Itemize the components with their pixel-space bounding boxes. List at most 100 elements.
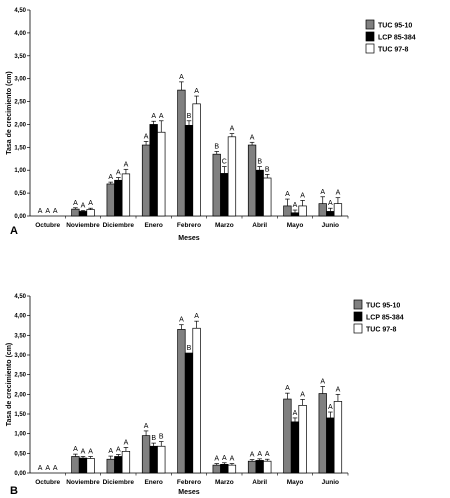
bar bbox=[263, 460, 272, 474]
bar bbox=[326, 211, 335, 217]
significance-label: A bbox=[320, 189, 325, 196]
x-tick-label: Febrero bbox=[177, 479, 201, 486]
chart-panel-a: 0,00 0,50 1,00 1,50 2,00 2,50 3,00 3,50 4,00 4,50… bbox=[6, 8, 416, 242]
x-tick-label: Junio bbox=[322, 479, 339, 486]
significance-label: A bbox=[285, 191, 290, 198]
y-tick-label: 3,50 bbox=[14, 333, 26, 339]
bar bbox=[184, 352, 194, 474]
bar bbox=[227, 136, 237, 217]
bar bbox=[255, 460, 264, 474]
bar bbox=[298, 404, 307, 474]
significance-label: A bbox=[250, 134, 255, 141]
bar bbox=[86, 209, 95, 217]
significance-label: A bbox=[144, 423, 149, 430]
bar bbox=[157, 131, 166, 217]
legend-label: TUC 97-8 bbox=[366, 327, 396, 334]
y-tick-label: 0,50 bbox=[14, 451, 26, 457]
significance-label: A bbox=[293, 202, 298, 209]
bar bbox=[212, 464, 221, 474]
bar bbox=[121, 451, 131, 474]
bar bbox=[184, 125, 194, 217]
legend-label: TUC 95-10 bbox=[366, 303, 400, 310]
y-tick-label: 1,50 bbox=[14, 412, 26, 418]
legend-label: TUC 95-10 bbox=[378, 23, 412, 30]
significance-label: A bbox=[38, 465, 43, 472]
significance-label: A bbox=[179, 317, 184, 324]
bar bbox=[114, 456, 123, 474]
legend-label: LCP 85-384 bbox=[378, 35, 416, 42]
bar bbox=[71, 208, 80, 217]
x-tick-label: Junio bbox=[322, 222, 339, 229]
significance-label: B bbox=[214, 143, 219, 150]
bar bbox=[106, 183, 115, 217]
bar bbox=[141, 435, 151, 474]
y-tick-label: 2,50 bbox=[14, 100, 26, 106]
panel-label: A bbox=[10, 225, 18, 237]
bar bbox=[318, 393, 327, 474]
significance-label: A bbox=[179, 74, 184, 81]
legend-label: TUC 97-8 bbox=[378, 47, 408, 54]
significance-label: A bbox=[116, 170, 121, 177]
bar bbox=[290, 212, 300, 217]
significance-label: A bbox=[214, 456, 219, 463]
bar bbox=[149, 445, 158, 474]
significance-label: A bbox=[336, 386, 341, 393]
x-tick-label: Diciembre bbox=[103, 479, 135, 486]
y-tick-label: 0,00 bbox=[14, 214, 26, 220]
y-tick-label: 3,00 bbox=[14, 353, 26, 359]
significance-label: A bbox=[194, 313, 199, 320]
significance-label: A bbox=[230, 126, 235, 133]
bar bbox=[192, 103, 201, 217]
bar bbox=[290, 421, 300, 474]
significance-label: B bbox=[159, 434, 164, 441]
significance-label: A bbox=[116, 447, 121, 454]
x-tick-label: Enero bbox=[144, 479, 162, 486]
bar bbox=[318, 203, 327, 217]
bar bbox=[212, 153, 221, 217]
significance-label: A bbox=[300, 391, 305, 398]
x-tick-label: Febrero bbox=[177, 222, 201, 229]
significance-label: A bbox=[88, 448, 93, 455]
y-tick-label: 2,50 bbox=[14, 373, 26, 379]
x-axis-title: Meses bbox=[178, 235, 200, 242]
x-axis-title: Meses bbox=[178, 489, 200, 496]
y-tick-label: 4,00 bbox=[14, 314, 26, 320]
bar bbox=[220, 173, 229, 217]
y-tick-label: 3,50 bbox=[14, 54, 26, 60]
bar bbox=[283, 205, 292, 217]
legend-label: LCP 85-384 bbox=[366, 315, 404, 322]
x-tick-label: Mayo bbox=[287, 479, 304, 486]
legend-swatch bbox=[365, 19, 375, 30]
bar bbox=[121, 173, 131, 217]
bar bbox=[78, 211, 88, 217]
bar bbox=[114, 179, 123, 217]
x-tick-label: Noviembre bbox=[66, 222, 100, 229]
legend-swatch bbox=[353, 323, 363, 334]
significance-label: A bbox=[108, 448, 113, 455]
significance-label: A bbox=[45, 465, 50, 472]
legend-swatch bbox=[353, 311, 363, 322]
significance-label: A bbox=[320, 378, 325, 385]
y-tick-label: 1,00 bbox=[14, 168, 26, 174]
bar bbox=[227, 464, 237, 474]
x-tick-label: Octubre bbox=[35, 222, 60, 229]
x-tick-label: Abril bbox=[252, 479, 267, 486]
bar bbox=[192, 327, 201, 474]
significance-label: C bbox=[222, 159, 227, 166]
significance-label: A bbox=[222, 455, 227, 462]
panel-label: B bbox=[10, 485, 18, 497]
y-tick-label: 1,00 bbox=[14, 432, 26, 438]
y-tick-label: 2,00 bbox=[14, 392, 26, 398]
bar bbox=[298, 205, 307, 217]
significance-label: A bbox=[336, 190, 341, 197]
significance-label: B bbox=[187, 345, 192, 352]
significance-label: B bbox=[151, 435, 156, 442]
bar bbox=[333, 203, 343, 217]
significance-label: A bbox=[230, 456, 235, 463]
bar bbox=[86, 458, 95, 474]
significance-label: A bbox=[45, 208, 50, 215]
x-tick-label: Diciembre bbox=[103, 222, 135, 229]
significance-label: B bbox=[257, 159, 262, 166]
y-tick-label: 1,50 bbox=[14, 145, 26, 151]
